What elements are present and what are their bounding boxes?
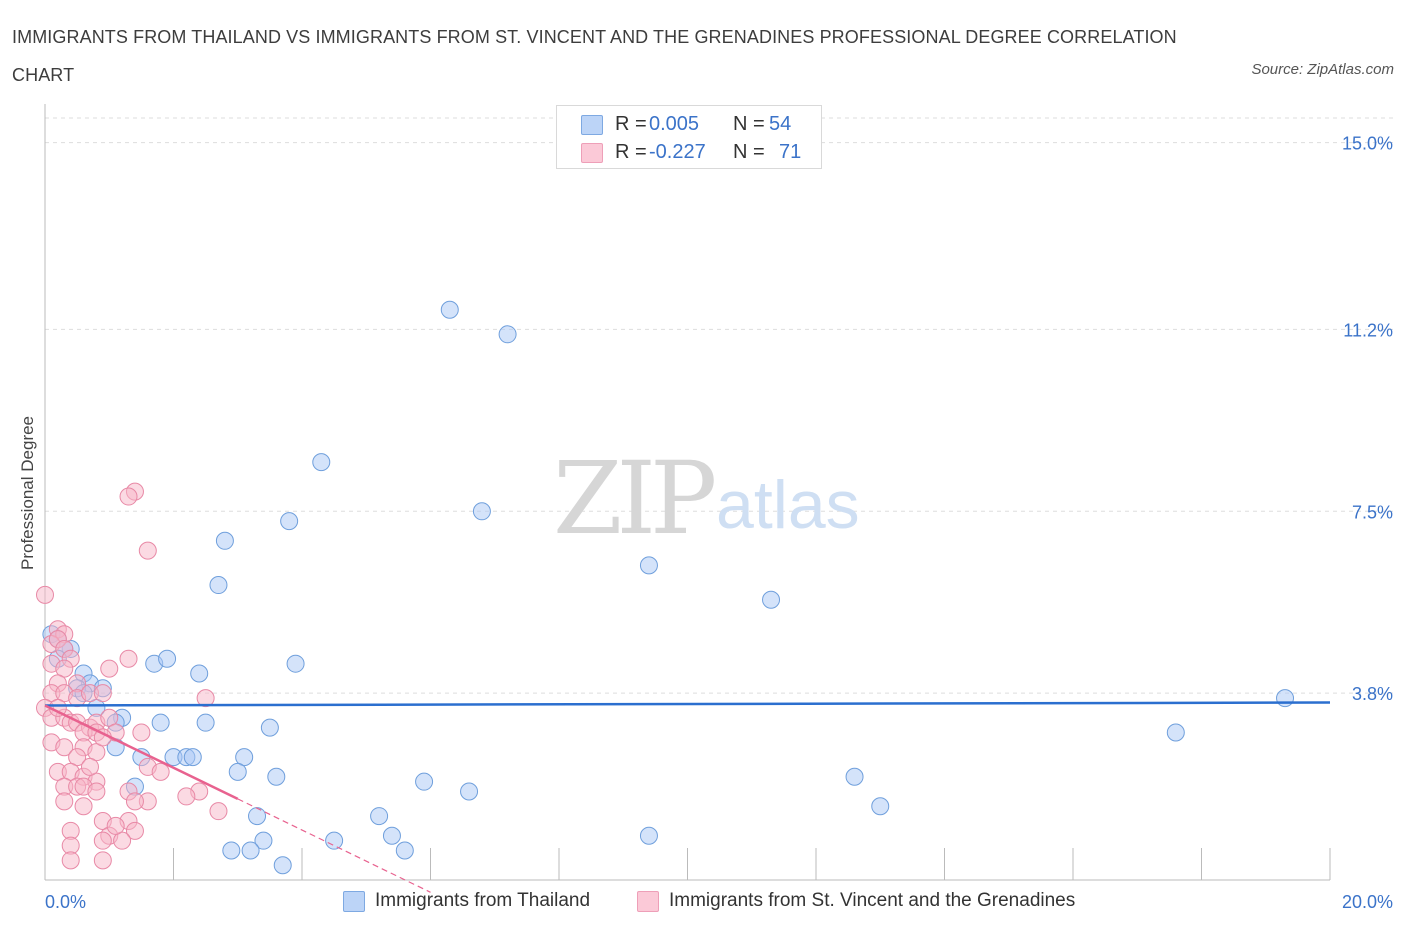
thailand-point <box>1276 689 1295 708</box>
series-thailand-points <box>42 300 1295 875</box>
thailand-point <box>241 841 260 860</box>
legend-label: Immigrants from Thailand <box>375 890 591 911</box>
thailand-point <box>228 762 247 781</box>
legend-swatch-pink <box>637 891 659 912</box>
trend-lines <box>44 701 1331 893</box>
thailand-point <box>440 300 459 319</box>
x-ticks <box>44 848 1331 880</box>
thailand-point <box>151 713 170 732</box>
x-tick-label-max: 20.0% <box>1342 892 1393 912</box>
thailand-point <box>370 807 389 826</box>
st-vincent-point <box>74 797 93 816</box>
st-vincent-point <box>119 487 138 506</box>
thailand-point <box>260 718 279 737</box>
thailand-point <box>1166 723 1185 742</box>
x-tick-labels: 0.0% 20.0% <box>45 892 1393 912</box>
legend-swatch-blue <box>343 891 365 912</box>
st-vincent-point <box>80 757 99 776</box>
thailand-point <box>183 748 202 767</box>
thailand-point <box>190 664 209 683</box>
y-tick-label: 11.2% <box>1343 320 1393 340</box>
thailand-point <box>222 841 241 860</box>
thailand-point <box>267 767 286 786</box>
legend-label: Immigrants from St. Vincent and the Gren… <box>669 890 1076 911</box>
thailand-point <box>762 590 781 609</box>
st-vincent-point <box>177 787 196 806</box>
n-label: N = <box>733 113 765 135</box>
r-value: 0.005 <box>649 113 700 135</box>
trend-line-extension <box>237 798 431 893</box>
thailand-point <box>325 831 344 850</box>
y-tick-label: 7.5% <box>1352 502 1393 522</box>
watermark-atlas: atlas <box>716 467 860 543</box>
thailand-point <box>286 654 305 673</box>
thailand-point <box>639 556 658 575</box>
thailand-point <box>382 826 401 845</box>
thailand-point <box>871 797 890 816</box>
stats-legend: R = 0.005 N = 54 R = -0.227 N = 71 <box>556 105 822 169</box>
thailand-point <box>498 325 517 344</box>
thailand-point <box>196 713 215 732</box>
thailand-point <box>254 831 273 850</box>
trend-line <box>44 701 1331 707</box>
thailand-point <box>215 531 234 550</box>
legend-swatch-blue <box>581 115 603 135</box>
y-tick-label: 15.0% <box>1342 134 1393 154</box>
st-vincent-point <box>119 649 138 668</box>
st-vincent-point <box>55 792 74 811</box>
source-credit: Source: ZipAtlas.com <box>1251 61 1394 78</box>
st-vincent-point <box>93 831 112 850</box>
thailand-point <box>395 841 414 860</box>
chart-title: IMMIGRANTS FROM THAILAND VS IMMIGRANTS F… <box>12 27 1177 85</box>
thailand-point <box>280 512 299 531</box>
gridlines <box>45 117 1395 694</box>
thailand-point <box>639 826 658 845</box>
n-value: 71 <box>779 141 802 163</box>
st-vincent-point <box>151 762 170 781</box>
thailand-point <box>158 649 177 668</box>
thailand-point <box>472 502 491 521</box>
r-label: R = <box>615 141 647 163</box>
n-value: 54 <box>769 113 792 135</box>
thailand-point <box>209 576 228 595</box>
st-vincent-point <box>93 851 112 870</box>
st-vincent-point <box>125 821 144 840</box>
watermark-zip: ZIP <box>553 440 717 557</box>
thailand-point <box>460 782 479 801</box>
r-value: -0.227 <box>649 141 706 163</box>
st-vincent-point <box>125 792 144 811</box>
st-vincent-point <box>196 689 215 708</box>
x-tick-label-min: 0.0% <box>45 892 86 912</box>
st-vincent-point <box>36 585 54 604</box>
y-tick-label: 3.8% <box>1352 684 1393 704</box>
st-vincent-point <box>138 541 157 560</box>
st-vincent-point <box>55 738 74 757</box>
thailand-point <box>845 767 864 786</box>
st-vincent-point <box>100 659 119 678</box>
n-label: N = <box>733 141 765 163</box>
thailand-point <box>248 807 267 826</box>
st-vincent-point <box>87 782 106 801</box>
st-vincent-point <box>209 802 228 821</box>
y-tick-labels: 3.8% 7.5% 11.2% 15.0% <box>1342 134 1393 705</box>
st-vincent-point <box>93 684 112 703</box>
legend-swatch-pink <box>581 143 603 163</box>
thailand-point <box>273 856 292 875</box>
r-label: R = <box>615 113 647 135</box>
trend-line <box>44 704 239 801</box>
thailand-point <box>415 772 434 791</box>
st-vincent-point <box>132 723 151 742</box>
st-vincent-point <box>61 851 80 870</box>
y-axis-label: Professional Degree <box>18 415 37 571</box>
st-vincent-point <box>106 816 125 835</box>
thailand-point <box>312 453 331 472</box>
